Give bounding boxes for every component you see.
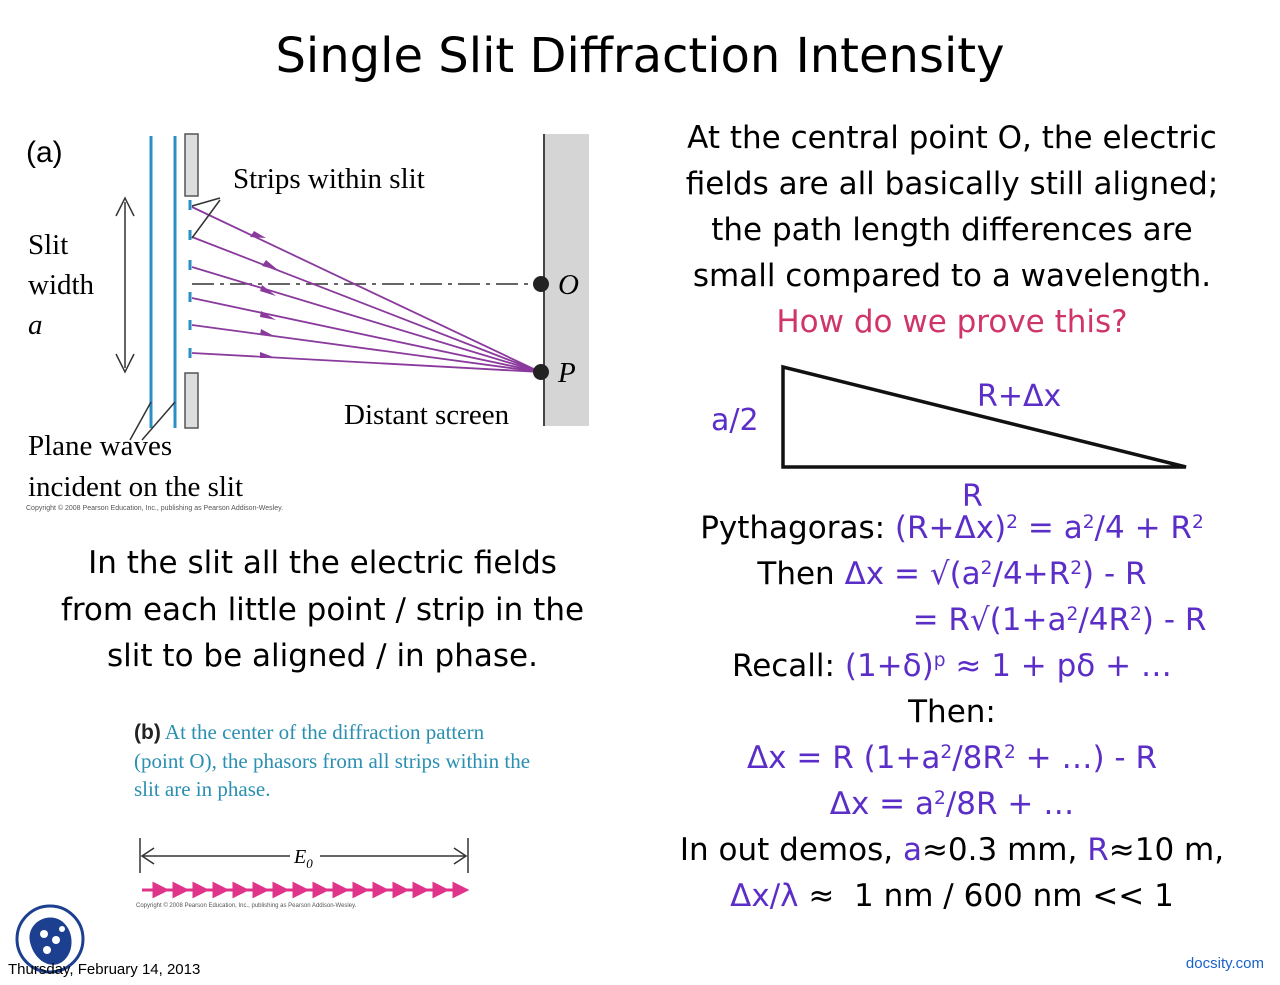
strips-label: Strips within slit bbox=[233, 163, 425, 195]
right-line: At the central point O, the electric bbox=[687, 120, 1217, 156]
docsity-link[interactable]: docsity.com bbox=[1185, 955, 1264, 972]
then-line-2: = R√(1+a2/4R2) - R bbox=[912, 602, 1207, 638]
expansion-line: Δx = R (1+a2/8R2 + …) - R bbox=[746, 740, 1158, 776]
caption-line: At the center of the diffraction pattern bbox=[164, 720, 485, 744]
right-line: fields are all basically still aligned; bbox=[685, 166, 1219, 202]
caption-line: slit are in phase. bbox=[134, 777, 271, 801]
copyright-b: Copyright © 2008 Pearson Education, Inc.… bbox=[136, 902, 357, 909]
slit-wall-bottom bbox=[184, 372, 199, 429]
result-line: Δx = a2/8R + … bbox=[829, 786, 1075, 822]
right-explanation: At the central point O, the electric fie… bbox=[640, 115, 1264, 345]
pythagoras-line: Pythagoras: (R+Δx)2 = a2/4 + R2 bbox=[700, 510, 1204, 546]
demos-line: In out demos, a≈0.3 mm, R≈10 m, bbox=[679, 832, 1225, 868]
point-p-dot bbox=[533, 364, 549, 380]
figure-a: (a) Strips within slit Slit width a O P … bbox=[26, 133, 589, 512]
screen bbox=[544, 134, 589, 426]
slit-width-label-3: a bbox=[28, 309, 43, 341]
triangle bbox=[781, 364, 1187, 469]
plane-waves-label-1: Plane waves bbox=[28, 430, 172, 462]
docsity-logo-icon bbox=[15, 904, 85, 974]
right-line: small compared to a wavelength. bbox=[692, 258, 1212, 294]
figure-b-phasors: E0 Copyright © 2008 Pearson Education, I… bbox=[136, 838, 470, 909]
point-o-label: O bbox=[558, 269, 579, 301]
then-line: Then Δx = √(a2/4+R2) - R bbox=[757, 556, 1147, 592]
point-o-dot bbox=[533, 276, 549, 292]
triangle-hyp-label: R+Δx bbox=[977, 379, 1061, 414]
derivation: Pythagoras: (R+Δx)2 = a2/4 + R2 Then Δx … bbox=[640, 505, 1264, 919]
slit-width-label-1: Slit bbox=[28, 229, 68, 261]
point-p-label: P bbox=[557, 357, 576, 389]
left-explanation: In the slit all the electric fields from… bbox=[10, 540, 635, 680]
panel-label-b: (b) bbox=[134, 721, 161, 744]
slit-wall-top bbox=[184, 133, 199, 197]
figure-b-caption: (b) At the center of the diffraction pat… bbox=[134, 718, 530, 803]
slit-width-label-2: width bbox=[28, 269, 95, 301]
phasor-chain bbox=[142, 881, 470, 899]
copyright-a: Copyright © 2008 Pearson Education, Inc.… bbox=[26, 504, 283, 512]
plane-waves-label-2: incident on the slit bbox=[28, 471, 243, 503]
then2-line: Then: bbox=[908, 694, 996, 730]
left-line: from each little point / strip in the bbox=[60, 591, 585, 628]
left-line: slit to be aligned / in phase. bbox=[107, 638, 538, 674]
page-title: Single Slit Diffraction Intensity bbox=[275, 28, 1005, 84]
screen-label: Distant screen bbox=[344, 399, 510, 431]
left-line: In the slit all the electric fields bbox=[88, 545, 557, 581]
triangle-base-label: R bbox=[962, 479, 983, 514]
e0-label: E0 bbox=[293, 846, 313, 871]
right-line: the path length differences are bbox=[711, 212, 1193, 248]
question: How do we prove this? bbox=[776, 304, 1128, 340]
recall-line: Recall: (1+δ)p ≈ 1 + pδ + … bbox=[732, 648, 1172, 684]
ratio-line: Δx/λ ≈ 1 nm / 600 nm << 1 bbox=[730, 878, 1174, 914]
caption-line: (point O), the phasors from all strips w… bbox=[134, 749, 531, 773]
triangle-diagram: a/2 R+Δx R bbox=[711, 364, 1187, 514]
triangle-side-label: a/2 bbox=[711, 403, 759, 438]
panel-label-a: (a) bbox=[26, 136, 63, 169]
footer-date: Thursday, February 14, 2013 bbox=[8, 961, 201, 978]
